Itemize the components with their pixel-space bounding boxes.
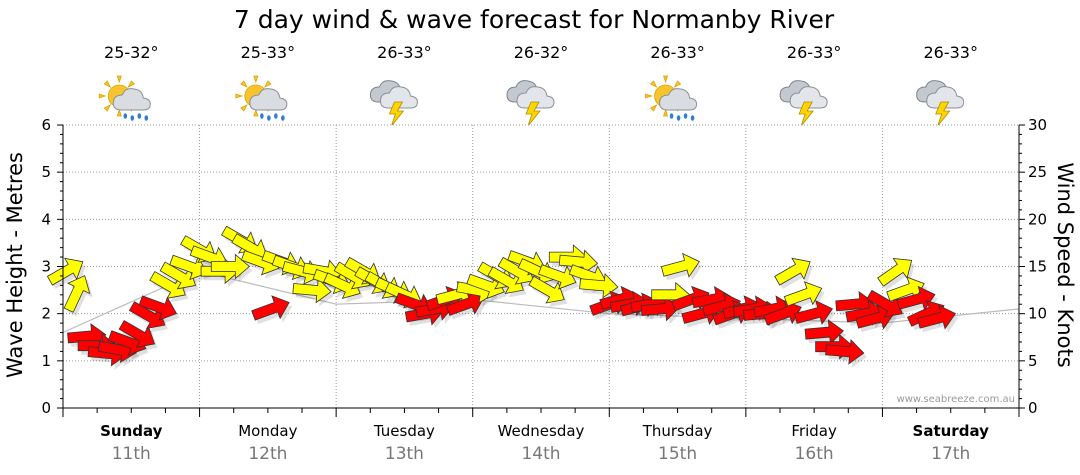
y-tick-label-left: 0 — [41, 399, 51, 417]
day-date: 14th — [521, 444, 560, 464]
day-name: Thursday — [642, 422, 713, 440]
day-temperature: 26-33° — [650, 43, 705, 62]
wind-arrow — [855, 304, 895, 330]
wind-arrow — [558, 249, 599, 276]
sun-cloud-rain-icon — [645, 75, 698, 122]
storm-cloud-icon — [779, 80, 828, 127]
wind-arrow — [825, 338, 865, 365]
y-tick-label-left: 1 — [41, 352, 51, 370]
y-tick-label-right: 30 — [1028, 116, 1047, 134]
day-name: Sunday — [100, 422, 163, 440]
day-temperature: 25-33° — [241, 43, 296, 62]
day-temperature: 26-32° — [514, 43, 569, 62]
wind-arrow — [640, 295, 681, 322]
wind-arrow — [169, 254, 208, 281]
y-tick-label-right: 25 — [1028, 163, 1047, 181]
wind-arrow — [487, 266, 524, 295]
wind-arrow — [445, 290, 485, 316]
wind-arrow — [323, 272, 361, 300]
y-tick-label-right: 5 — [1028, 352, 1038, 370]
wind-arrow — [877, 258, 913, 287]
day-temperature: 26-33° — [787, 43, 842, 62]
wind-arrow — [210, 253, 250, 280]
day-labels: Sunday 11th Monday 12th Tuesday 13th Wednesday… — [100, 422, 989, 464]
day-date: 16th — [795, 444, 834, 464]
storm-cloud-icon — [916, 80, 965, 127]
day-date: 17th — [931, 444, 970, 464]
wind-arrow — [916, 304, 957, 330]
forecast-row: 25-32° 25-33° 26-33° 26-32° 26-33° 26-33° 26-3… — [98, 43, 978, 127]
y-axis-label-left: Wave Height - Metres — [3, 152, 27, 378]
wind-arrow — [804, 319, 844, 345]
y-tick-label-left: 2 — [41, 305, 51, 323]
y-tick-label-left: 6 — [41, 116, 51, 134]
wind-arrow — [46, 257, 84, 286]
day-date: 13th — [385, 444, 424, 464]
y-tick-label-left: 5 — [41, 163, 51, 181]
day-date: 12th — [248, 444, 287, 464]
y-tick-label-right: 15 — [1028, 258, 1047, 276]
day-date: 15th — [658, 444, 697, 464]
storm-cloud-icon — [506, 80, 555, 127]
day-name: Wednesday — [498, 422, 585, 440]
wind-arrow — [128, 301, 166, 330]
wind-arrow — [660, 252, 700, 278]
wind-arrow — [138, 295, 178, 321]
wind-arrow — [251, 295, 290, 321]
y-tick-label-left: 4 — [41, 210, 51, 228]
wind-arrow — [866, 289, 903, 318]
wind-arrow — [783, 281, 823, 307]
chart-title: 7 day wind & wave forecast for Normanby … — [234, 5, 835, 34]
day-temperature: 25-32° — [104, 43, 159, 62]
day-name: Tuesday — [373, 422, 435, 440]
storm-cloud-icon — [369, 80, 418, 127]
wind-arrow — [528, 275, 565, 304]
day-temperature: 26-33° — [377, 43, 432, 62]
sun-cloud-rain-icon — [235, 75, 288, 122]
plot-area — [46, 124, 1020, 408]
y-tick-label-right: 20 — [1028, 210, 1047, 228]
wind-arrows — [46, 225, 959, 370]
wind-arrow — [118, 320, 156, 348]
day-date: 11th — [112, 444, 151, 464]
wind-arrow — [292, 277, 332, 304]
watermark: www.seabreeze.com.au — [897, 394, 1015, 405]
y-tick-label-right: 0 — [1028, 399, 1038, 417]
day-name: Monday — [238, 422, 297, 440]
axes: 0 1 2 3 4 5 6 0 5 10 15 20 25 30 — [41, 116, 1047, 417]
y-axis-label-right: Wind Speed - Knots — [1053, 162, 1077, 367]
wind-arrow — [793, 300, 834, 325]
wind-arrow — [774, 257, 811, 286]
y-tick-label-left: 3 — [41, 258, 51, 276]
sun-cloud-rain-icon — [98, 75, 151, 122]
wind-arrow — [159, 261, 197, 290]
day-name: Saturday — [913, 422, 990, 440]
wind-arrow — [538, 264, 577, 290]
day-temperature: 26-33° — [923, 43, 978, 62]
wind-arrow — [63, 275, 91, 313]
wind-arrow — [149, 271, 186, 299]
day-name: Friday — [791, 422, 837, 440]
y-tick-label-right: 10 — [1028, 305, 1047, 323]
